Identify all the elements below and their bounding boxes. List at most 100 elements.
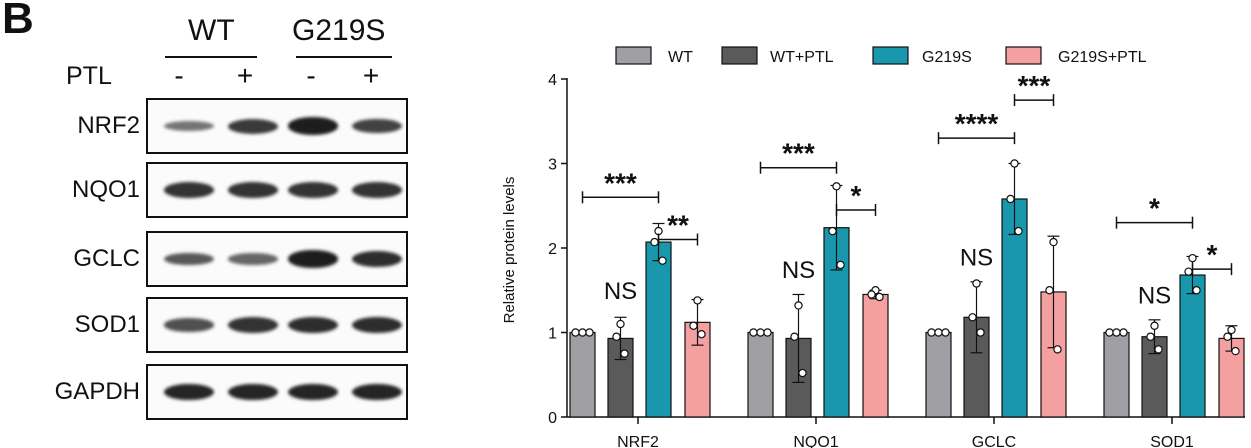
blot-band xyxy=(352,383,402,401)
significance-stars: * xyxy=(1149,193,1160,224)
data-point xyxy=(578,328,587,337)
blot-band xyxy=(352,182,402,198)
blot-row-nqo1: NQO1 xyxy=(0,162,410,222)
data-point xyxy=(1227,325,1236,335)
blot-band xyxy=(228,253,278,265)
legend-swatch xyxy=(872,46,909,65)
data-point xyxy=(1119,328,1128,337)
y-tick-label: 3 xyxy=(548,157,557,174)
ptl-sign-1: - xyxy=(174,60,184,91)
data-point xyxy=(697,329,706,339)
bar xyxy=(645,241,672,418)
x-tick-label: SOD1 xyxy=(1150,434,1194,448)
legend-label: G219S xyxy=(922,49,972,66)
blot-band xyxy=(288,316,338,334)
blot-membrane xyxy=(146,162,408,218)
data-point xyxy=(1231,346,1240,356)
y-tick-label: 2 xyxy=(548,241,557,258)
legend-label: WT xyxy=(668,49,693,66)
blot-band xyxy=(352,250,402,268)
data-point xyxy=(1150,321,1159,330)
y-tick-label: 1 xyxy=(548,326,557,343)
blot-row-label: GAPDH xyxy=(54,378,140,405)
bar xyxy=(1103,331,1130,418)
legend-label: G219S+PTL xyxy=(1058,49,1147,66)
blot-membrane xyxy=(146,231,408,287)
ns-label: NS xyxy=(604,278,637,305)
data-point xyxy=(585,328,594,337)
legend-swatch xyxy=(721,46,758,65)
blot-group-label-wt: WT xyxy=(188,14,235,47)
ptl-sign-4: + xyxy=(362,60,380,91)
data-point xyxy=(934,328,943,337)
data-point xyxy=(689,321,698,330)
chart-bars xyxy=(569,159,1245,418)
blot-row-label: SOD1 xyxy=(74,311,140,338)
y-axis-label: Relative protein levels xyxy=(501,177,518,324)
chart-legend: WT WT+PTL G219S G219S+PTL xyxy=(615,46,1147,66)
data-point xyxy=(1014,226,1023,236)
data-point xyxy=(650,237,659,247)
y-tick-label: 4 xyxy=(548,72,557,89)
data-point xyxy=(1045,286,1054,295)
data-point xyxy=(927,328,936,337)
ptl-label: PTL xyxy=(66,62,112,90)
blot-band xyxy=(228,118,278,134)
significance-stars: * xyxy=(851,180,862,211)
blot-band xyxy=(288,383,338,401)
blot-band xyxy=(288,117,338,135)
significance-stars: *** xyxy=(604,167,637,198)
data-point xyxy=(798,368,807,378)
blot-band xyxy=(164,383,214,401)
blot-band xyxy=(228,383,278,401)
blot-row-label: NQO1 xyxy=(71,176,140,203)
blot-band xyxy=(228,317,278,333)
bar xyxy=(925,331,952,418)
data-point xyxy=(867,290,876,299)
y-tick-label: 0 xyxy=(548,410,557,427)
data-point xyxy=(620,349,629,358)
data-point xyxy=(968,313,977,322)
ns-label: NS xyxy=(1138,282,1171,309)
blot-group-line-wt xyxy=(165,56,257,58)
x-tick-label: NQO1 xyxy=(793,434,838,448)
data-point xyxy=(1053,345,1062,354)
data-point xyxy=(794,301,803,310)
data-point xyxy=(941,328,950,337)
data-point xyxy=(616,319,625,329)
blot-band xyxy=(288,250,338,268)
panel-letter: B xyxy=(2,0,34,43)
data-point xyxy=(571,328,580,337)
chart-axes: 0 1 2 3 4 NRF2 NQO1 GCLC SOD1 xyxy=(548,72,1245,448)
data-point xyxy=(790,332,799,341)
blot-membrane xyxy=(146,364,408,420)
bar xyxy=(607,337,634,418)
data-point xyxy=(1188,253,1197,263)
blot-membrane xyxy=(146,98,408,154)
blot-row-nrf2: NRF2 xyxy=(0,98,410,158)
blot-row-label: GCLC xyxy=(73,245,140,272)
blot-membrane xyxy=(146,297,408,353)
blot-band xyxy=(164,182,214,198)
data-point xyxy=(749,328,758,337)
data-point xyxy=(836,260,845,270)
data-point xyxy=(832,182,841,191)
significance-stars: * xyxy=(1207,239,1218,270)
blot-band xyxy=(352,118,402,134)
data-point xyxy=(693,296,702,305)
data-point xyxy=(1006,194,1015,204)
significance-stars: ** xyxy=(667,210,689,241)
blot-group-line-g219s xyxy=(296,56,392,58)
data-point xyxy=(1223,332,1232,341)
data-point xyxy=(828,226,837,236)
ns-label: NS xyxy=(960,244,993,271)
legend-label: WT+PTL xyxy=(770,49,834,66)
data-point xyxy=(756,328,765,337)
x-tick-label: GCLC xyxy=(972,434,1016,448)
blot-band xyxy=(228,182,278,198)
data-point xyxy=(1154,345,1163,354)
bar xyxy=(1040,291,1067,418)
ptl-sign-2: + xyxy=(236,60,254,91)
blot-band xyxy=(288,182,338,198)
blot-band xyxy=(164,120,214,132)
